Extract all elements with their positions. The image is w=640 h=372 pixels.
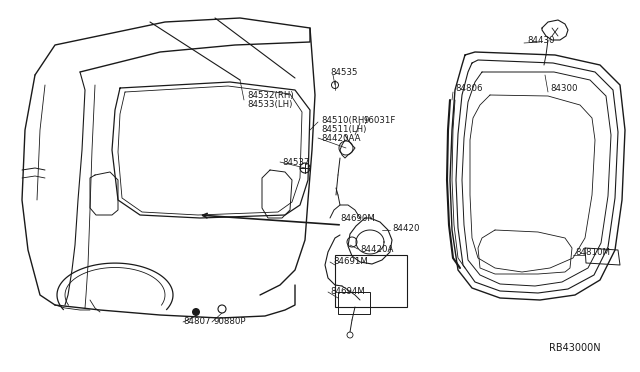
Text: 84694M: 84694M <box>330 288 365 296</box>
Text: 84532(RH): 84532(RH) <box>247 90 294 99</box>
Text: 84511(LH): 84511(LH) <box>321 125 366 134</box>
Text: 84510(RH): 84510(RH) <box>321 115 367 125</box>
Text: 84420: 84420 <box>392 224 419 232</box>
Text: 84300: 84300 <box>550 83 577 93</box>
Text: 84420A: 84420A <box>360 244 394 253</box>
Bar <box>335 255 407 307</box>
Text: 84691M: 84691M <box>333 257 368 266</box>
Bar <box>338 292 370 314</box>
Text: 84810M: 84810M <box>575 247 610 257</box>
Text: 84430: 84430 <box>527 35 554 45</box>
Circle shape <box>192 308 200 316</box>
Text: 84535: 84535 <box>330 67 358 77</box>
Text: 84807: 84807 <box>183 317 211 327</box>
Text: 84806: 84806 <box>455 83 483 93</box>
Text: 84533(LH): 84533(LH) <box>247 99 292 109</box>
Text: 90880P: 90880P <box>213 317 246 327</box>
Text: 84420AA: 84420AA <box>321 134 360 142</box>
Text: 84690M: 84690M <box>340 214 375 222</box>
Text: 96031F: 96031F <box>363 115 396 125</box>
Text: 84537: 84537 <box>282 157 310 167</box>
Text: RB43000N: RB43000N <box>549 343 600 353</box>
